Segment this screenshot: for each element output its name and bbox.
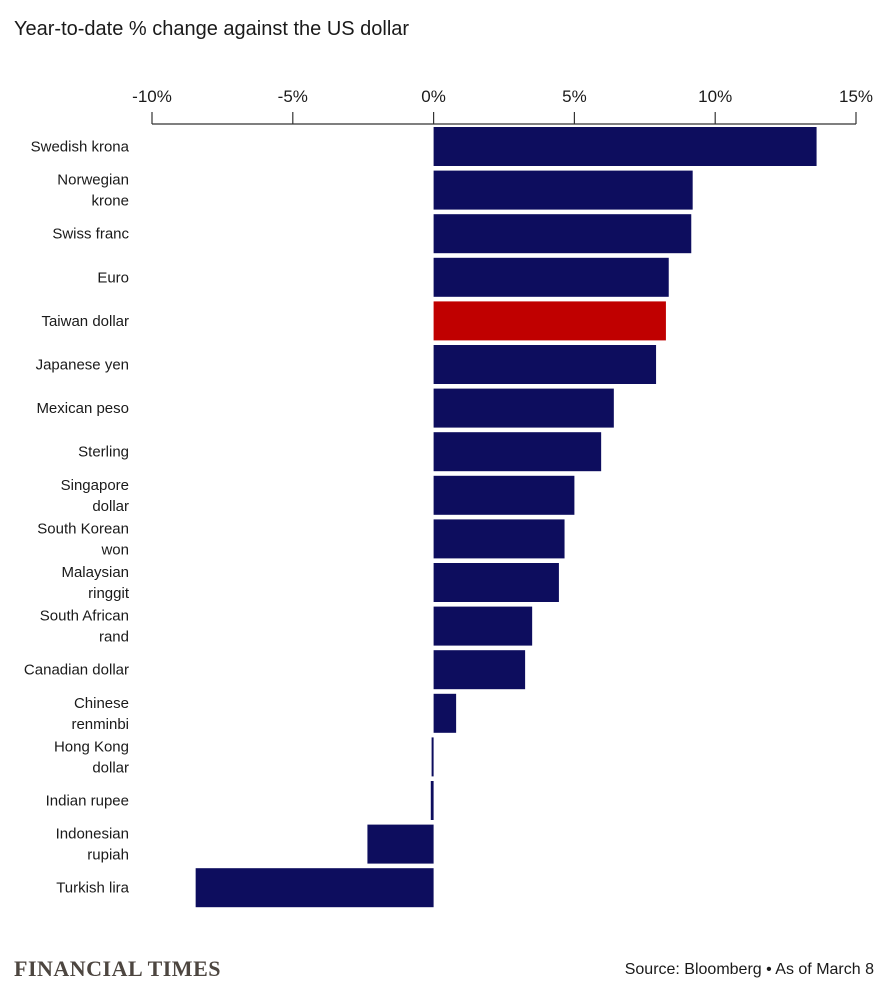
- category-label-line: South Korean: [37, 520, 129, 537]
- category-label-line: rand: [99, 629, 129, 646]
- category-label: Chinese renminbi: [71, 695, 129, 733]
- category-label: Japanese yen: [36, 357, 129, 374]
- bar: [433, 345, 657, 384]
- category-label-line: Norwegian: [57, 172, 129, 189]
- category-label-line: Indian rupee: [46, 793, 129, 810]
- bar: [433, 475, 575, 515]
- category-label: Norwegian krone: [57, 172, 129, 210]
- category-label-line: dollar: [92, 759, 129, 776]
- bars: [195, 127, 817, 908]
- category-label: Malaysian ringgit: [61, 564, 129, 602]
- bar: [433, 257, 669, 297]
- category-label-line: South African: [40, 608, 129, 625]
- category-label: Canadian dollar: [24, 662, 129, 679]
- category-label-line: Canadian dollar: [24, 662, 129, 679]
- category-label-line: dollar: [92, 498, 129, 515]
- category-label: South Korean won: [37, 520, 129, 558]
- category-label-line: Chinese: [74, 695, 129, 712]
- x-tick-label: 10%: [698, 87, 732, 106]
- category-label: Indonesian rupiah: [56, 826, 129, 864]
- x-tick-label: -5%: [278, 87, 308, 106]
- category-label-line: Swedish krona: [31, 139, 130, 156]
- x-tick-label: 15%: [839, 87, 873, 106]
- bar: [433, 432, 602, 472]
- bar: [433, 388, 614, 428]
- category-label: Mexican peso: [36, 400, 129, 417]
- category-label-line: Indonesian: [56, 826, 129, 843]
- category-label-line: ringgit: [88, 585, 130, 602]
- x-tick-label: 5%: [562, 87, 587, 106]
- x-tick-label: 0%: [421, 87, 446, 106]
- category-label-line: won: [100, 541, 129, 558]
- bar: [433, 519, 565, 559]
- category-label-line: Swiss franc: [52, 226, 129, 243]
- category-label: Hong Kong dollar: [54, 738, 129, 776]
- bar: [433, 693, 457, 733]
- source-note: Source: Bloomberg • As of March 8: [624, 961, 874, 978]
- category-label-line: krone: [91, 193, 129, 210]
- category-label-line: Hong Kong: [54, 738, 129, 755]
- bar: [433, 214, 692, 254]
- category-label: Swedish krona: [31, 139, 130, 156]
- category-label-line: Euro: [97, 269, 129, 286]
- x-tick-label: -10%: [132, 87, 172, 106]
- category-label-line: Mexican peso: [36, 400, 129, 417]
- bar: [433, 127, 817, 166]
- category-label: Euro: [97, 269, 129, 286]
- bar: [367, 824, 434, 864]
- bar: [433, 563, 559, 602]
- category-label-line: Turkish lira: [56, 880, 129, 897]
- category-label-line: Malaysian: [61, 564, 129, 581]
- category-label-line: Japanese yen: [36, 357, 129, 374]
- chart-title: Year-to-date % change against the US dol…: [14, 18, 410, 40]
- category-label: Turkish lira: [56, 880, 129, 897]
- category-label: Taiwan dollar: [41, 313, 129, 330]
- ft-logo: FINANCIAL TIMES: [14, 956, 221, 981]
- bar-chart: -10% -5% 0% 5% 10% 15% Swedish krona Norwegian…: [24, 87, 873, 908]
- bar: [433, 301, 666, 341]
- category-label-line: Taiwan dollar: [41, 313, 129, 330]
- category-label: Sterling: [78, 444, 129, 461]
- category-label: Singapore dollar: [61, 477, 129, 515]
- category-label: Indian rupee: [46, 793, 129, 810]
- category-label: South African rand: [40, 608, 129, 646]
- bar: [433, 650, 526, 690]
- category-label: Swiss franc: [52, 226, 129, 243]
- bar: [433, 606, 533, 646]
- category-label-line: Singapore: [61, 477, 129, 494]
- bar: [431, 737, 434, 777]
- category-labels: Swedish krona Norwegian krone Swiss franc Eu…: [24, 139, 130, 897]
- category-label-line: renminbi: [71, 716, 129, 733]
- bar: [433, 170, 693, 210]
- bar: [430, 781, 434, 820]
- x-axis: -10% -5% 0% 5% 10% 15%: [132, 87, 873, 125]
- bar: [195, 868, 434, 908]
- category-label-line: Sterling: [78, 444, 129, 461]
- category-label-line: rupiah: [87, 847, 129, 864]
